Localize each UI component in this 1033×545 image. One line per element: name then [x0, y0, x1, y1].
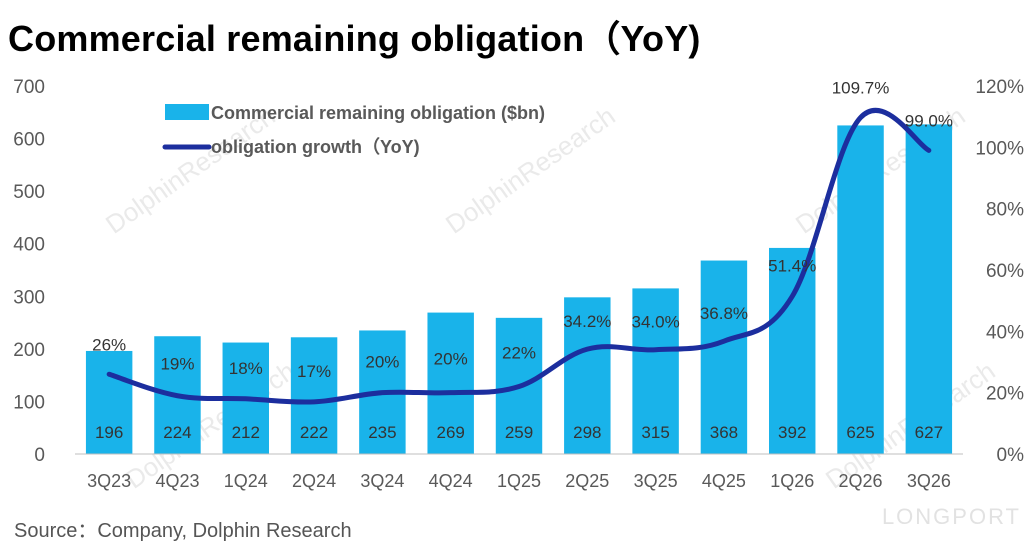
left-axis-tick-label: 300 — [13, 287, 45, 308]
right-axis-tick-label: 0% — [997, 445, 1025, 466]
source-note: Source：Company, Dolphin Research — [14, 520, 352, 542]
bar-3Q25 — [632, 288, 679, 454]
x-axis-category-label: 2Q26 — [839, 471, 883, 491]
growth-value-label: 20% — [434, 350, 468, 369]
left-axis-tick-label: 700 — [13, 77, 45, 98]
x-axis-category-label: 3Q24 — [360, 471, 404, 491]
right-axis-tick-label: 100% — [975, 138, 1024, 159]
growth-value-label: 18% — [229, 359, 263, 378]
bar-2Q25 — [564, 297, 611, 454]
x-axis-category-label: 1Q25 — [497, 471, 541, 491]
growth-value-label: 20% — [365, 353, 399, 372]
growth-value-label: 34.2% — [563, 312, 611, 331]
right-axis-tick-label: 80% — [986, 200, 1024, 221]
right-axis-tick-label: 60% — [986, 261, 1024, 282]
bar-value-label: 627 — [915, 423, 943, 442]
bar-value-label: 196 — [95, 423, 123, 442]
legend-bar-label: Commercial remaining obligation ($bn) — [211, 103, 545, 123]
x-axis-category-label: 2Q24 — [292, 471, 336, 491]
bar-3Q26 — [905, 124, 953, 455]
bar-2Q26 — [837, 125, 884, 454]
right-axis-tick-label: 40% — [986, 322, 1024, 343]
legend-bar-swatch — [165, 104, 209, 120]
right-y-axis: 0% 20% 40% 60% 80% 100% 120% — [975, 77, 1024, 466]
growth-line — [106, 107, 932, 405]
left-axis-tick-label: 600 — [13, 130, 45, 151]
bar-value-label: 259 — [505, 423, 533, 442]
growth-value-label: 19% — [160, 355, 194, 374]
line-data-labels: 26% 19% 18% 17% 20% 20% 22% 34.2% 34.0% 36.8% 51.4… — [92, 79, 953, 381]
bar-3Q23 — [85, 350, 133, 454]
x-axis-category-label: 1Q24 — [224, 471, 268, 491]
growth-value-label: 22% — [502, 344, 536, 363]
legend: Commercial remaining obligation ($bn) ob… — [162, 103, 545, 157]
bar-value-label: 269 — [437, 423, 465, 442]
bar-value-label: 625 — [846, 423, 874, 442]
left-axis-tick-label: 400 — [13, 235, 45, 256]
x-axis-category-label: 1Q26 — [770, 471, 814, 491]
bar-2Q24 — [290, 337, 338, 454]
bar-value-label: 368 — [710, 423, 738, 442]
left-axis-tick-label: 100 — [13, 392, 45, 413]
x-axis-category-label: 3Q23 — [87, 471, 131, 491]
bar-4Q24 — [427, 312, 474, 454]
left-axis-tick-label: 200 — [13, 340, 45, 361]
growth-value-label: 26% — [92, 335, 126, 354]
bar-value-label: 224 — [163, 423, 191, 442]
growth-value-label: 109.7% — [832, 79, 890, 98]
chart-title: Commercial remaining obligation（YoY) — [8, 18, 701, 59]
x-axis-category-label: 3Q25 — [634, 471, 678, 491]
bar-1Q26 — [769, 247, 816, 454]
growth-value-label: 51.4% — [768, 256, 816, 275]
growth-value-label: 99.0% — [905, 111, 953, 130]
bar-4Q25 — [700, 260, 748, 454]
growth-value-label: 17% — [297, 362, 331, 381]
bar-value-label: 212 — [232, 423, 260, 442]
bar-series — [85, 124, 953, 455]
bar-value-label: 298 — [573, 423, 601, 442]
bar-data-labels: 196 224 212 222 235 269 259 298 315 368 392 625 627 — [95, 423, 943, 442]
left-axis-tick-label: 500 — [13, 182, 45, 203]
legend-line-label: obligation growth（YoY) — [211, 137, 420, 157]
bar-value-label: 235 — [368, 423, 396, 442]
x-axis-category-label: 3Q26 — [907, 471, 951, 491]
x-axis-category-label: 2Q25 — [565, 471, 609, 491]
x-axis-category-label: 4Q25 — [702, 471, 746, 491]
right-axis-tick-label: 120% — [975, 77, 1024, 98]
growth-value-label: 34.0% — [632, 313, 680, 332]
left-axis-tick-label: 0 — [34, 445, 45, 466]
bar-value-label: 315 — [641, 423, 669, 442]
growth-line-series — [106, 107, 932, 405]
growth-value-label: 36.8% — [700, 304, 748, 323]
left-y-axis: 0 100 200 300 400 500 600 700 — [13, 77, 45, 466]
x-axis-category-label: 4Q23 — [155, 471, 199, 491]
x-axis: 3Q23 4Q23 1Q24 2Q24 3Q24 4Q24 1Q25 2Q25 3Q25 4Q25… — [75, 453, 963, 491]
bar-value-label: 222 — [300, 423, 328, 442]
x-axis-category-label: 4Q24 — [429, 471, 473, 491]
right-axis-tick-label: 20% — [986, 384, 1024, 405]
brand-logo: LONGPORT — [881, 504, 1021, 529]
bar-value-label: 392 — [778, 423, 806, 442]
